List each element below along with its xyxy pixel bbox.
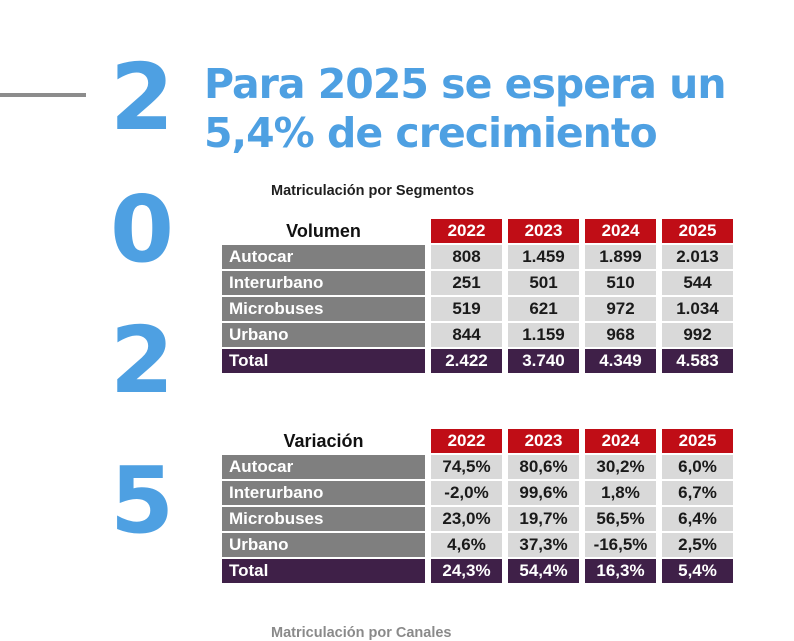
total-value-cell: 54,4% xyxy=(508,559,579,583)
next-section-title-cutoff: Matriculación por Canales xyxy=(271,625,452,641)
year-header: 2024 xyxy=(585,219,656,243)
value-cell: 501 xyxy=(508,271,579,295)
total-value-cell: 4.349 xyxy=(585,349,656,373)
year-header: 2025 xyxy=(662,219,733,243)
value-cell: 6,0% xyxy=(662,455,733,479)
total-row-label: Total xyxy=(222,559,425,583)
value-cell: 99,6% xyxy=(508,481,579,505)
value-cell: 992 xyxy=(662,323,733,347)
value-cell: 56,5% xyxy=(585,507,656,531)
year-header: 2022 xyxy=(431,429,502,453)
value-cell: 6,4% xyxy=(662,507,733,531)
value-cell: 968 xyxy=(585,323,656,347)
value-cell: 1.159 xyxy=(508,323,579,347)
vertical-year-digit-1: 2 xyxy=(109,44,174,151)
value-cell: -16,5% xyxy=(585,533,656,557)
slide-title-line-2: 5,4% de crecimiento xyxy=(204,109,658,157)
total-row-label: Total xyxy=(222,349,425,373)
value-cell: 74,5% xyxy=(431,455,502,479)
value-cell: 19,7% xyxy=(508,507,579,531)
value-cell: 621 xyxy=(508,297,579,321)
total-value-cell: 5,4% xyxy=(662,559,733,583)
value-cell: 251 xyxy=(431,271,502,295)
value-cell: 519 xyxy=(431,297,502,321)
value-cell: 1.899 xyxy=(585,245,656,269)
value-cell: 1.459 xyxy=(508,245,579,269)
total-value-cell: 3.740 xyxy=(508,349,579,373)
value-cell: 2,5% xyxy=(662,533,733,557)
row-label-urbano: Urbano xyxy=(222,533,425,557)
value-cell: -2,0% xyxy=(431,481,502,505)
value-cell: 1,8% xyxy=(585,481,656,505)
row-label-microbuses: Microbuses xyxy=(222,297,425,321)
volumen-table: Volumen 2022 2023 2024 2025 Autocar 808 … xyxy=(222,219,733,373)
vertical-year-digit-3: 2 xyxy=(109,307,174,414)
value-cell: 23,0% xyxy=(431,507,502,531)
total-value-cell: 4.583 xyxy=(662,349,733,373)
year-header: 2022 xyxy=(431,219,502,243)
variacion-table-title: Variación xyxy=(283,430,364,451)
total-value-cell: 24,3% xyxy=(431,559,502,583)
slide-title-line-1: Para 2025 se espera un xyxy=(204,60,727,108)
year-header: 2023 xyxy=(508,429,579,453)
value-cell: 844 xyxy=(431,323,502,347)
slide-title: Para 2025 se espera un 5,4% de crecimien… xyxy=(204,60,727,158)
total-value-cell: 16,3% xyxy=(585,559,656,583)
value-cell: 972 xyxy=(585,297,656,321)
section-title: Matriculación por Segmentos xyxy=(271,183,475,199)
year-header: 2023 xyxy=(508,219,579,243)
year-header: 2025 xyxy=(662,429,733,453)
year-header: 2024 xyxy=(585,429,656,453)
row-label-autocar: Autocar xyxy=(222,455,425,479)
variacion-table: Variación 2022 2023 2024 2025 Autocar 74… xyxy=(222,429,733,583)
value-cell: 510 xyxy=(585,271,656,295)
value-cell: 1.034 xyxy=(662,297,733,321)
row-label-interurbano: Interurbano xyxy=(222,481,425,505)
row-label-interurbano: Interurbano xyxy=(222,271,425,295)
value-cell: 80,6% xyxy=(508,455,579,479)
vertical-year-digit-2: 0 xyxy=(109,176,174,283)
value-cell: 4,6% xyxy=(431,533,502,557)
value-cell: 37,3% xyxy=(508,533,579,557)
row-label-autocar: Autocar xyxy=(222,245,425,269)
value-cell: 2.013 xyxy=(662,245,733,269)
value-cell: 808 xyxy=(431,245,502,269)
value-cell: 544 xyxy=(662,271,733,295)
value-cell: 30,2% xyxy=(585,455,656,479)
value-cell: 6,7% xyxy=(662,481,733,505)
row-label-microbuses: Microbuses xyxy=(222,507,425,531)
top-left-rule xyxy=(0,93,86,97)
row-label-urbano: Urbano xyxy=(222,323,425,347)
vertical-year-digit-4: 5 xyxy=(109,447,174,554)
total-value-cell: 2.422 xyxy=(431,349,502,373)
volumen-table-title: Volumen xyxy=(286,220,361,241)
